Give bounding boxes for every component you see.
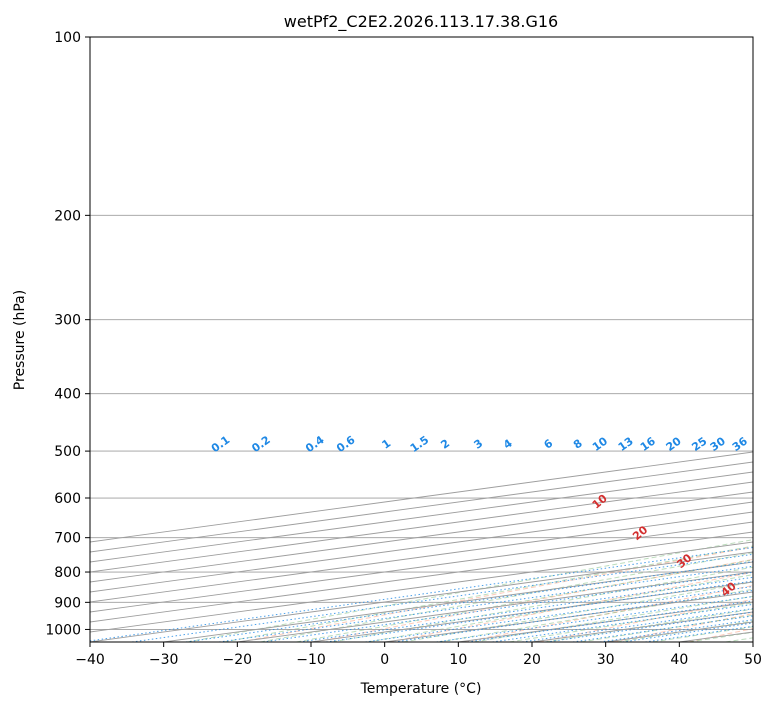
isotherm-line <box>90 501 753 593</box>
x-axis-title: Temperature (°C) <box>360 681 482 697</box>
moist-adiabat <box>260 552 753 642</box>
moist-adiabat <box>223 545 753 642</box>
mixing-ratio-line <box>218 565 753 642</box>
mixing-ratio-line <box>467 600 753 642</box>
isotherm-line <box>90 451 753 543</box>
y-tick-label: 800 <box>54 565 81 581</box>
y-tick-label: 700 <box>54 531 81 547</box>
y-axis-ticks: 100 200 300 400 500 600 700 800 900 1000 <box>45 30 90 638</box>
x-tick-label: −40 <box>75 652 105 668</box>
y-tick-label: 300 <box>54 313 81 329</box>
isotherm-line <box>90 511 753 603</box>
y-tick-label: 900 <box>54 595 81 611</box>
isotherm-line <box>90 481 753 573</box>
y-tick-label: 500 <box>54 444 81 460</box>
isotherm-line <box>90 531 753 623</box>
x-tick-label: 30 <box>597 652 615 668</box>
isotherm-line <box>90 461 753 553</box>
chart-title: wetPf2_C2E2.2026.113.17.38.G16 <box>284 12 558 32</box>
y-axis-title: Pressure (hPa) <box>12 290 28 390</box>
isotherm-line <box>90 521 753 613</box>
y-tick-label: 400 <box>54 387 81 403</box>
x-tick-label: 0 <box>380 652 389 668</box>
mixing-ratio-line <box>131 553 753 642</box>
inline-labels: -100-90-80-70-60-50-40-30-20-1000.10.20.… <box>209 433 750 599</box>
x-tick-label: 20 <box>523 652 541 668</box>
mixing-ratio-line <box>522 608 753 642</box>
x-tick-label: −20 <box>223 652 253 668</box>
moist-adiabat <box>187 539 753 642</box>
x-tick-label: 10 <box>449 652 467 668</box>
x-axis-ticks: −40 −30 −20 −10 0 10 20 30 40 50 <box>75 642 762 668</box>
x-tick-label: 50 <box>744 652 762 668</box>
mixing-ratio-line <box>436 595 753 642</box>
y-tick-label: 200 <box>54 208 81 224</box>
plot-frame <box>89 36 754 643</box>
y-tick-label: 100 <box>54 30 81 46</box>
isotherm-line <box>90 471 753 563</box>
mixing-ratio-line <box>492 603 753 642</box>
y-tick-label: 1000 <box>45 622 81 638</box>
x-tick-label: 40 <box>670 652 688 668</box>
mixing-ratio-line <box>185 561 753 642</box>
moist-adiabat <box>332 566 753 642</box>
background-lines <box>90 37 753 642</box>
y-tick-label: 600 <box>54 491 81 507</box>
x-tick-label: −30 <box>149 652 179 668</box>
moist-adiabat <box>403 581 753 642</box>
x-tick-label: −10 <box>296 652 326 668</box>
isotherm-line <box>90 491 753 583</box>
